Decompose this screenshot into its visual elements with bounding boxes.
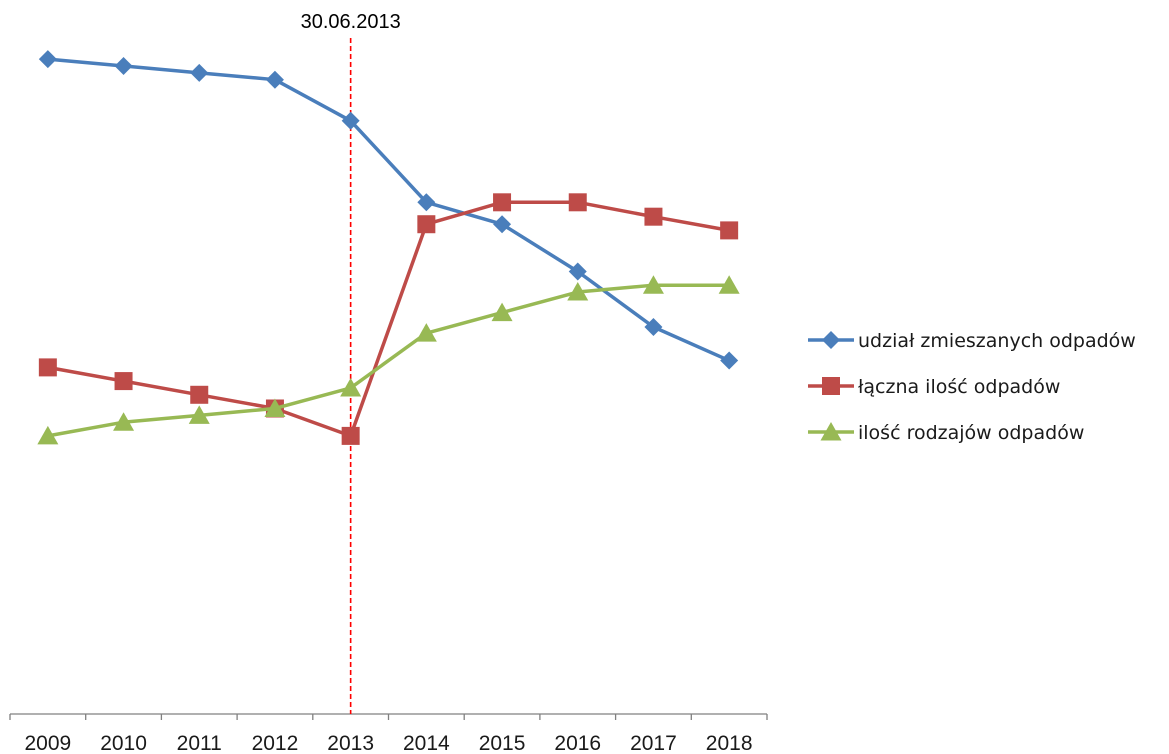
data-point-2015: [493, 215, 512, 234]
x-tick-label-2009: 2009: [24, 732, 71, 754]
x-tick-label-2014: 2014: [403, 732, 450, 754]
data-point-2013: [341, 111, 360, 130]
x-tick-label-2017: 2017: [630, 732, 677, 754]
annotation-layer: 30.06.2013: [301, 11, 401, 714]
legend-item: udział zmieszanych odpadów: [808, 330, 1136, 352]
data-point-2016: [568, 262, 587, 281]
data-point-2009: [37, 425, 59, 445]
data-point-2010: [114, 372, 133, 391]
data-point-2013: [340, 377, 362, 397]
legend-item: łączna ilość odpadów: [808, 376, 1060, 398]
data-point-2012: [265, 70, 284, 89]
legend-label: udział zmieszanych odpadów: [858, 330, 1136, 352]
legend-marker-icon: [822, 331, 840, 349]
data-point-2009: [38, 358, 57, 377]
data-point-2014: [415, 323, 437, 342]
legend: udział zmieszanych odpadów łączna ilość o…: [808, 330, 1136, 444]
x-tick-label-2010: 2010: [100, 732, 147, 754]
data-point-2015: [493, 193, 512, 212]
data-point-2017: [644, 207, 663, 226]
legend-label: łączna ilość odpadów: [858, 376, 1060, 398]
data-point-2012: [264, 398, 286, 417]
data-point-2011: [190, 63, 209, 82]
x-tick-label-2016: 2016: [554, 732, 601, 754]
data-point-2010: [113, 412, 135, 431]
data-point-2015: [491, 302, 513, 322]
x-axis: 2009 2010 2011 2012 2013 2014 2015 2016 2017 2018: [9, 713, 768, 754]
data-point-2014: [417, 215, 436, 234]
data-point-2011: [190, 385, 209, 404]
data-point-2017: [644, 317, 663, 336]
series-layer: [37, 50, 740, 445]
x-tick-label-2012: 2012: [252, 732, 299, 754]
x-tick-label-2013: 2013: [327, 732, 374, 754]
data-point-2017: [642, 275, 664, 294]
data-point-2016: [567, 282, 589, 301]
series-line: [47, 200, 730, 438]
data-point-2014: [417, 193, 436, 212]
data-point-2018: [720, 351, 739, 370]
legend-item: ilość rodzajów odpadów: [808, 422, 1084, 444]
series-line: [47, 57, 730, 363]
data-point-2009: [38, 50, 57, 69]
data-point-2018: [718, 275, 740, 294]
series-3: [37, 275, 740, 445]
series-1: [38, 50, 739, 370]
x-tick-label-2018: 2018: [706, 732, 753, 754]
annotation-label: 30.06.2013: [301, 11, 401, 33]
x-tick-label-2011: 2011: [177, 732, 222, 754]
data-point-2013: [341, 426, 360, 445]
data-point-2016: [568, 193, 587, 212]
data-point-2010: [114, 56, 133, 75]
data-point-2018: [720, 221, 739, 240]
data-point-2011: [188, 405, 210, 424]
series-line: [47, 283, 730, 438]
legend-marker-icon: [820, 422, 842, 441]
series-2: [38, 193, 739, 445]
x-tick-label-2015: 2015: [479, 732, 526, 754]
legend-label: ilość rodzajów odpadów: [858, 422, 1084, 444]
legend-marker-icon: [822, 377, 840, 395]
